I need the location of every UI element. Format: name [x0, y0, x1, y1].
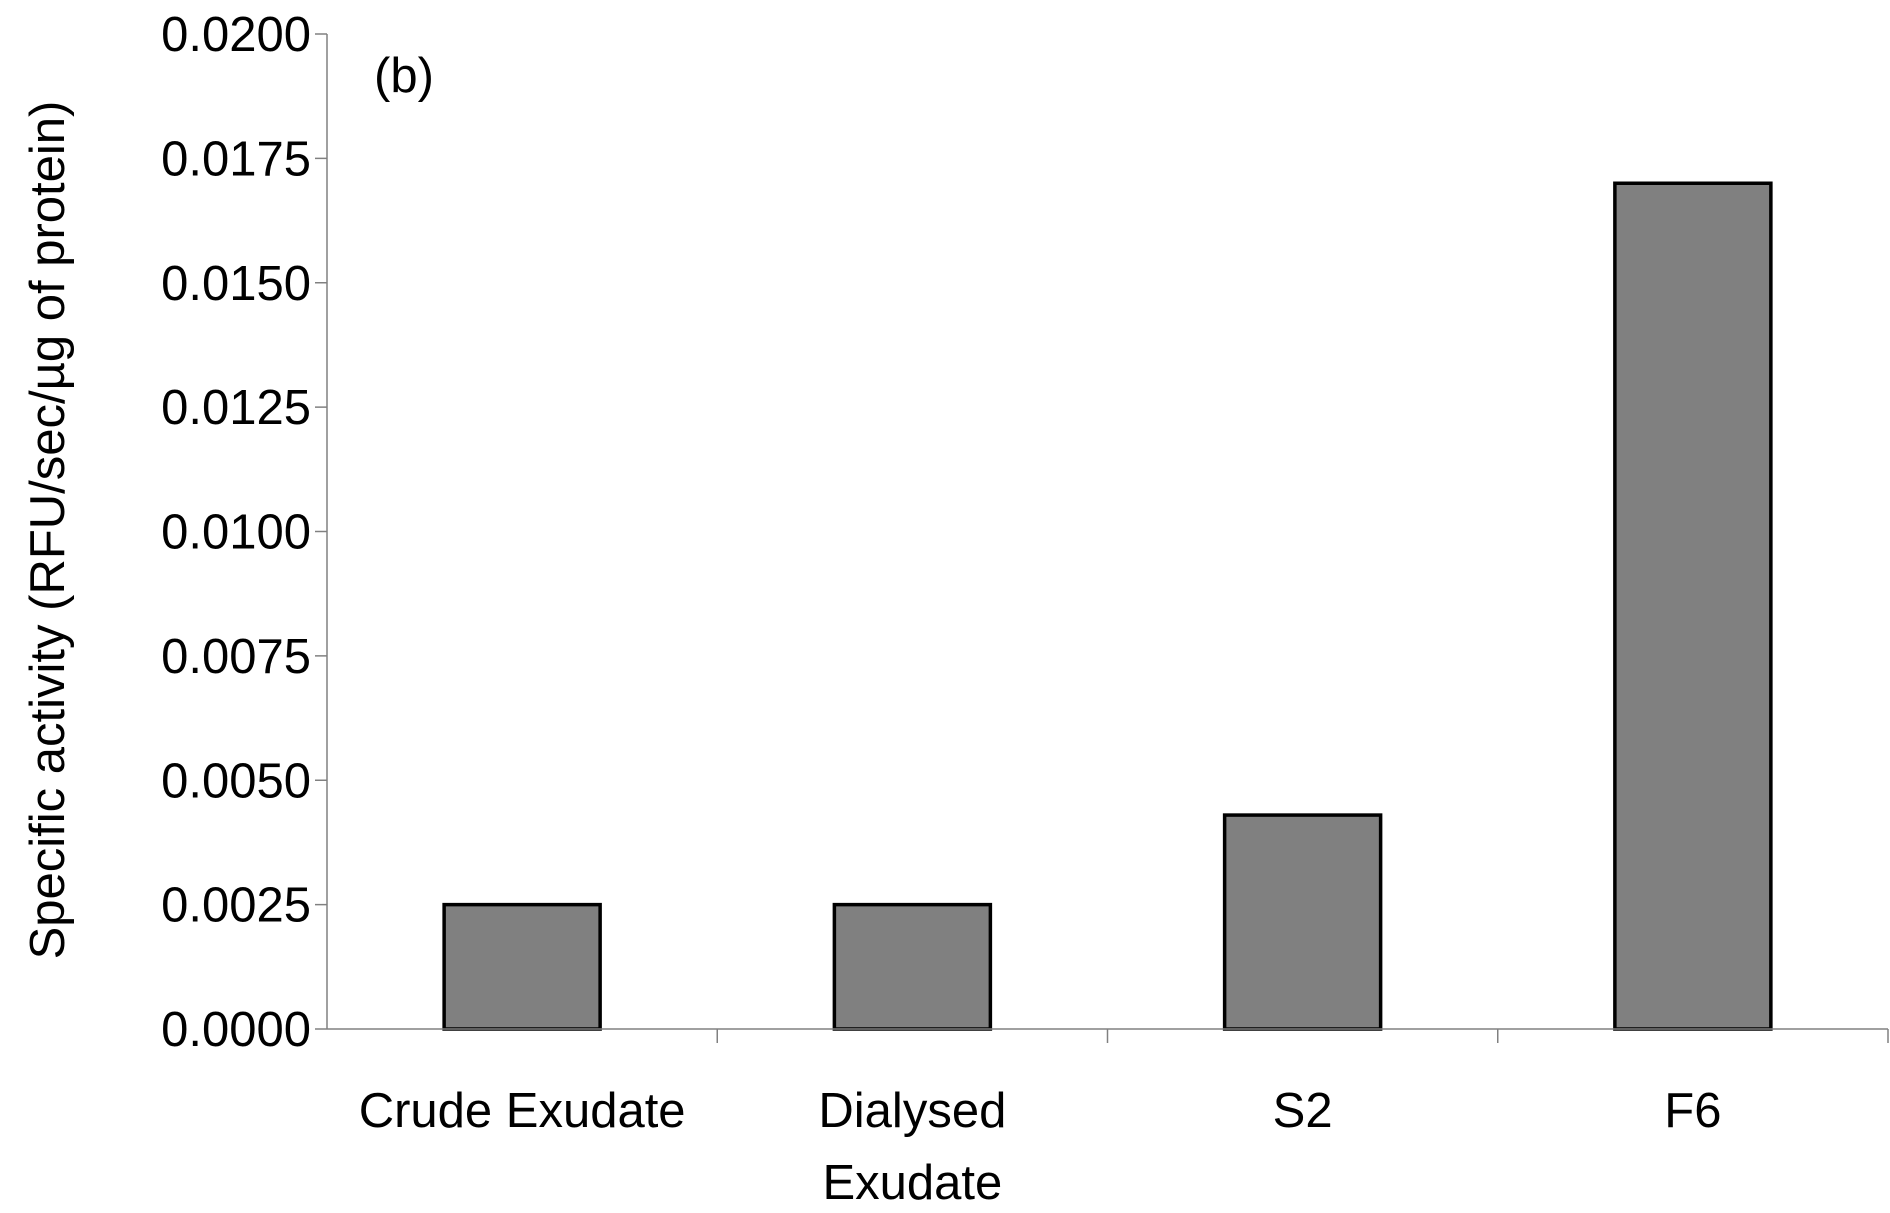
y-tick-label: 0.0050 [161, 754, 311, 808]
y-tick-label: 0.0150 [161, 257, 311, 311]
y-tick-label: 0.0000 [161, 1003, 311, 1057]
x-category-label: Exudate [822, 1156, 1002, 1210]
bar [832, 902, 993, 1031]
y-tick-label: 0.0125 [161, 381, 311, 435]
x-category-label: S2 [1273, 1084, 1333, 1138]
x-category-label: F6 [1664, 1084, 1721, 1138]
x-category-label: Crude Exudate [359, 1084, 686, 1138]
y-tick-label: 0.0200 [161, 8, 311, 62]
y-tick-label: 0.0175 [161, 132, 311, 186]
x-axis-labels: Crude Exudate Dialysed Exudate S2 F6 [359, 1084, 1722, 1210]
bar [1222, 813, 1383, 1031]
axes [326, 34, 1889, 1043]
y-axis-ticks: 0.0000 0.0025 0.0050 0.0075 0.0100 0.0125 0.01… [161, 8, 327, 1057]
bar [442, 902, 602, 1031]
y-axis-title: Specific activity (RFU/sec/µg of protein… [21, 101, 75, 960]
y-tick-label: 0.0100 [161, 506, 311, 560]
y-tick-label: 0.0025 [161, 879, 311, 933]
bars [442, 181, 1773, 1031]
bar [1613, 181, 1773, 1031]
panel-label: (b) [374, 49, 434, 103]
y-tick-label: 0.0075 [161, 630, 311, 684]
x-category-label: Dialysed [818, 1084, 1006, 1138]
